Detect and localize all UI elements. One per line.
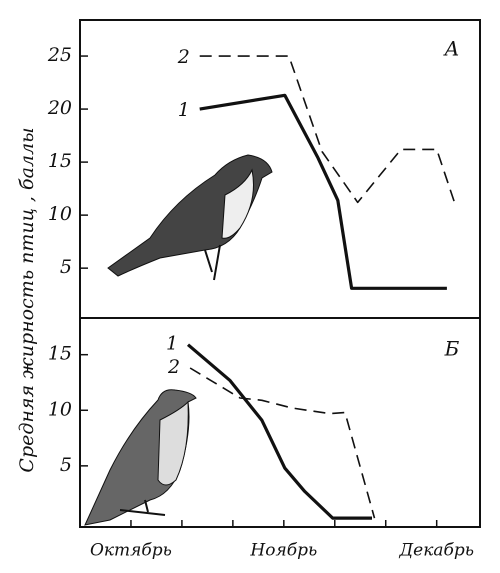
plot-frame xyxy=(79,19,481,319)
panel-label: А xyxy=(442,37,459,61)
series-line xyxy=(199,93,447,290)
series-label: 2 xyxy=(177,46,190,68)
series-label: 2 xyxy=(167,356,180,378)
y-axis-title: Средняя жирность птиц , баллы xyxy=(16,127,38,472)
y-tick-label: 25 xyxy=(47,44,72,66)
y-tick-label: 10 xyxy=(48,398,72,420)
y-tick-label: 5 xyxy=(60,454,72,476)
y-tick-label: 15 xyxy=(48,150,72,172)
y-tick-label: 20 xyxy=(47,97,72,119)
series-line xyxy=(186,343,372,520)
x-tick-label: Ноябрь xyxy=(249,541,317,561)
y-tick-label: 5 xyxy=(60,256,72,278)
x-tick-label: Октябрь xyxy=(90,541,172,561)
series-line xyxy=(189,367,376,519)
y-tick-label: 10 xyxy=(48,203,72,225)
y-tick-label: 15 xyxy=(48,343,72,365)
series-label: 1 xyxy=(178,99,190,121)
panel-label: Б xyxy=(444,337,460,361)
series-label: 1 xyxy=(166,333,178,355)
bird-illustration-b xyxy=(84,389,197,526)
plot-frame xyxy=(79,317,481,528)
series-line xyxy=(199,55,456,204)
x-tick-label: Декабрь xyxy=(398,541,474,561)
bird-illustration-a xyxy=(107,154,273,281)
